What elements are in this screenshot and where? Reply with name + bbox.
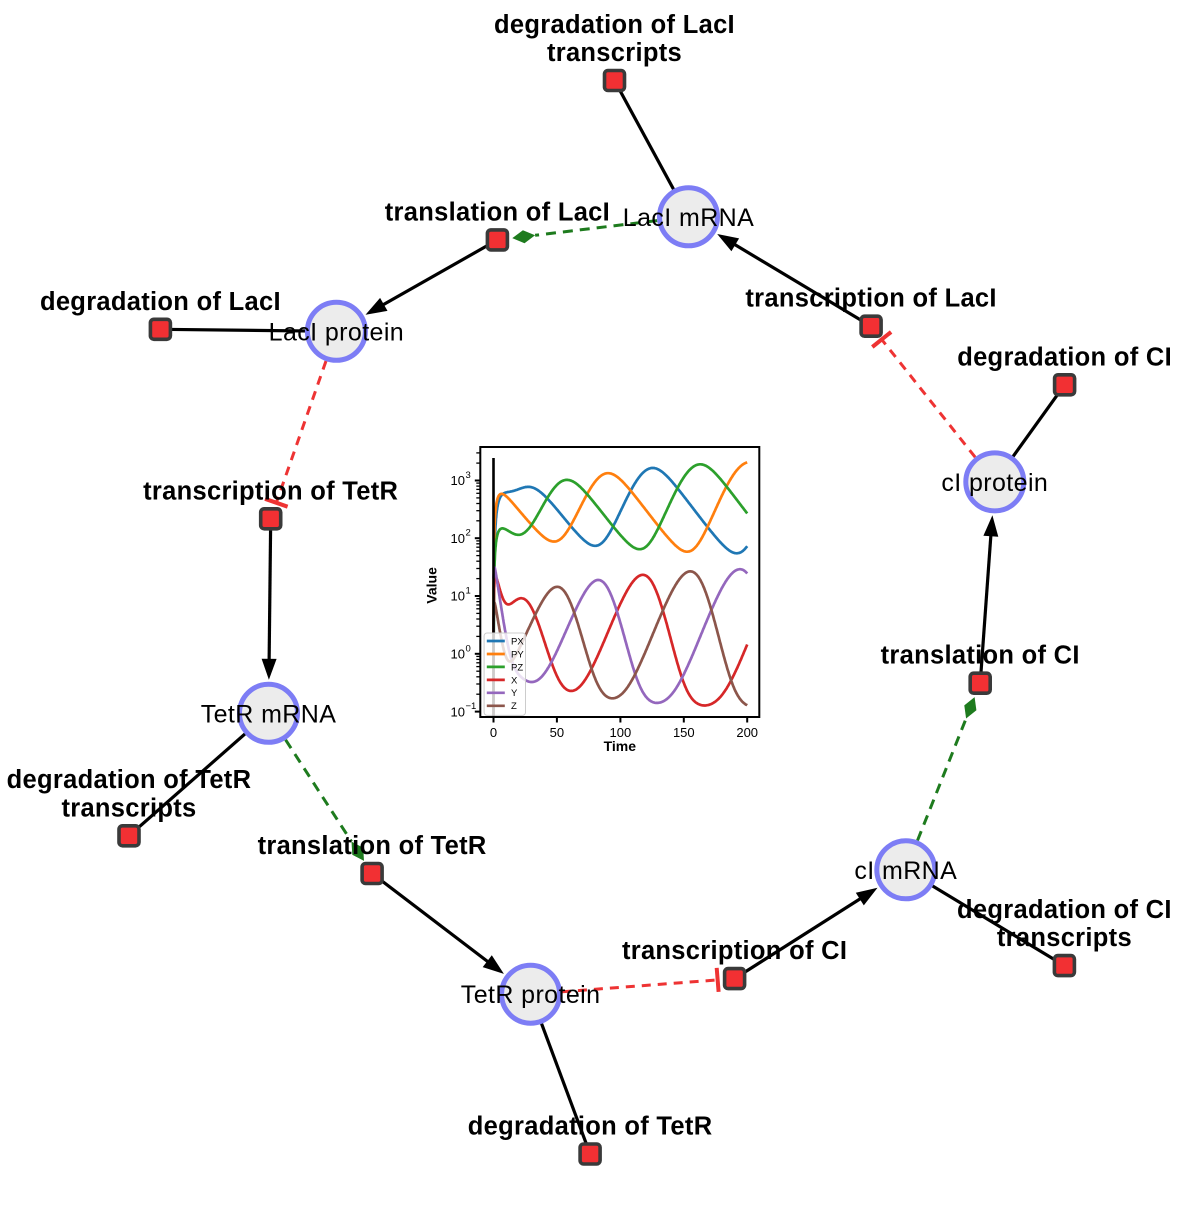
svg-text:PY: PY bbox=[511, 649, 524, 660]
svg-text:translation of CI: translation of CI bbox=[881, 642, 1080, 670]
svg-text:degradation of CI: degradation of CI bbox=[957, 896, 1172, 924]
svg-text:100: 100 bbox=[610, 725, 632, 740]
svg-text:degradation of LacI: degradation of LacI bbox=[494, 11, 735, 39]
svg-text:150: 150 bbox=[673, 725, 695, 740]
svg-text:cI protein: cI protein bbox=[941, 469, 1048, 497]
svg-text:Y: Y bbox=[511, 688, 518, 699]
svg-text:2: 2 bbox=[466, 528, 471, 539]
svg-text:translation of LacI: translation of LacI bbox=[385, 198, 610, 226]
svg-text:degradation of TetR: degradation of TetR bbox=[7, 766, 252, 794]
svg-text:degradation of TetR: degradation of TetR bbox=[468, 1113, 713, 1141]
svg-text:X: X bbox=[511, 675, 518, 686]
svg-text:−1: −1 bbox=[466, 701, 477, 712]
svg-text:3: 3 bbox=[466, 470, 471, 481]
svg-text:transcripts: transcripts bbox=[61, 794, 196, 822]
svg-text:10: 10 bbox=[451, 589, 465, 604]
svg-text:degradation of CI: degradation of CI bbox=[957, 343, 1172, 371]
svg-text:0: 0 bbox=[490, 725, 497, 740]
svg-text:1: 1 bbox=[466, 586, 471, 597]
svg-text:transcripts: transcripts bbox=[547, 39, 682, 67]
svg-text:TetR protein: TetR protein bbox=[461, 981, 601, 1009]
svg-text:LacI protein: LacI protein bbox=[269, 318, 404, 346]
svg-text:translation of TetR: translation of TetR bbox=[258, 832, 487, 860]
svg-text:transcription of TetR: transcription of TetR bbox=[143, 477, 398, 505]
svg-text:cI mRNA: cI mRNA bbox=[854, 857, 957, 885]
svg-text:degradation of LacI: degradation of LacI bbox=[40, 288, 281, 316]
svg-text:200: 200 bbox=[736, 725, 758, 740]
svg-text:0: 0 bbox=[466, 643, 471, 654]
svg-text:Value: Value bbox=[424, 567, 440, 604]
svg-text:transcripts: transcripts bbox=[997, 924, 1132, 952]
svg-text:PZ: PZ bbox=[511, 662, 523, 673]
svg-text:PX: PX bbox=[511, 636, 524, 647]
svg-text:10: 10 bbox=[451, 531, 465, 546]
svg-text:10: 10 bbox=[451, 704, 465, 719]
svg-text:50: 50 bbox=[550, 725, 564, 740]
svg-text:TetR mRNA: TetR mRNA bbox=[201, 700, 337, 728]
svg-text:transcription of LacI: transcription of LacI bbox=[745, 285, 996, 313]
svg-text:10: 10 bbox=[451, 473, 465, 488]
svg-text:transcription of CI: transcription of CI bbox=[622, 937, 847, 965]
svg-text:LacI mRNA: LacI mRNA bbox=[623, 204, 754, 232]
svg-text:10: 10 bbox=[451, 647, 465, 662]
svg-text:Z: Z bbox=[511, 701, 517, 712]
svg-text:Time: Time bbox=[604, 738, 637, 754]
